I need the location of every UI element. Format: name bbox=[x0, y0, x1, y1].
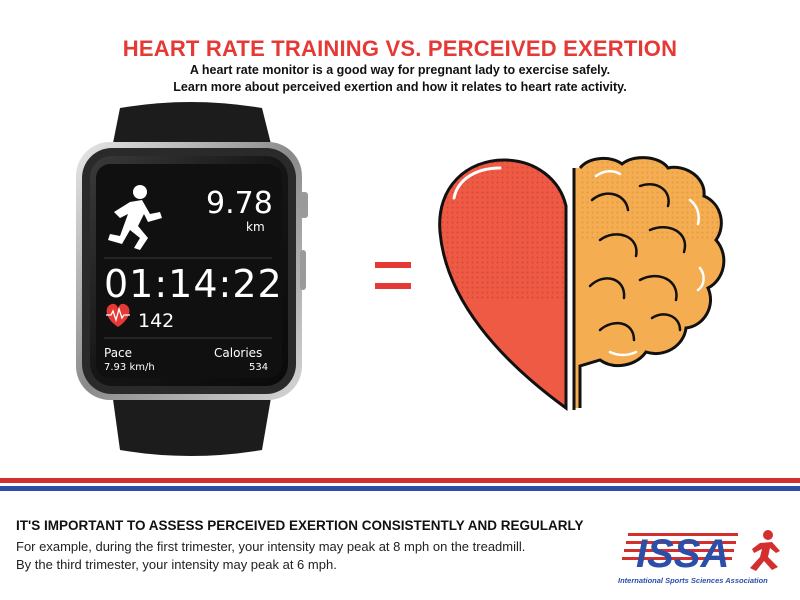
watch-strap-top bbox=[112, 102, 272, 148]
calories-value: 534 bbox=[249, 362, 269, 373]
runner-icon bbox=[750, 530, 780, 571]
logo-mark: ISSA bbox=[636, 532, 729, 576]
heart-half bbox=[438, 158, 568, 411]
equals-sign-bottom bbox=[375, 283, 411, 289]
issa-logo: ISSA bbox=[622, 530, 780, 576]
distance-unit: km bbox=[246, 220, 265, 234]
equals-sign-top bbox=[375, 262, 411, 268]
calories-label: Calories bbox=[214, 346, 263, 360]
logo-caption: International Sports Sciences Associatio… bbox=[618, 576, 768, 585]
white-stripe bbox=[0, 483, 800, 486]
subtitle-line-1: A heart rate monitor is a good way for p… bbox=[189, 63, 611, 77]
heart-rate-value: 142 bbox=[138, 310, 175, 332]
elapsed-time: 01:14:22 bbox=[104, 262, 283, 306]
pace-label: Pace bbox=[104, 346, 133, 360]
footer-line-2: By the third trimester, your intensity m… bbox=[16, 557, 337, 572]
footer-heading: IT'S IMPORTANT TO ASSESS PERCEIVED EXERT… bbox=[16, 518, 584, 533]
footer-line-1: For example, during the first trimester,… bbox=[16, 539, 526, 554]
subtitle-line-2: Learn more about perceived exertion and … bbox=[173, 80, 627, 94]
watch-strap-bottom bbox=[112, 392, 272, 456]
pace-value: 7.93 km/h bbox=[104, 362, 155, 373]
watch-crown bbox=[300, 192, 308, 218]
brain-half bbox=[572, 156, 726, 410]
red-stripe bbox=[0, 478, 800, 483]
running-figure-icon bbox=[108, 185, 162, 250]
divider-stripes bbox=[0, 478, 800, 491]
page-title: HEART RATE TRAINING VS. PERCEIVED EXERTI… bbox=[122, 36, 678, 61]
distance-value: 9.78 bbox=[206, 186, 273, 221]
heart-icon bbox=[106, 303, 130, 327]
blue-stripe bbox=[0, 486, 800, 491]
